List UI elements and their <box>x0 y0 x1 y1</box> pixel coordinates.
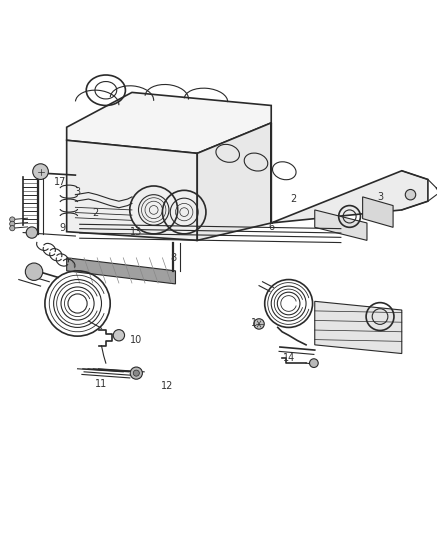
Polygon shape <box>67 140 197 240</box>
Circle shape <box>113 329 124 341</box>
Polygon shape <box>315 210 367 240</box>
Circle shape <box>254 319 264 329</box>
Circle shape <box>33 164 48 180</box>
Text: 17: 17 <box>54 176 66 187</box>
Text: 6: 6 <box>268 222 274 232</box>
Text: 8: 8 <box>170 253 177 263</box>
Polygon shape <box>67 92 271 154</box>
Text: 2: 2 <box>290 194 296 204</box>
Polygon shape <box>363 197 393 228</box>
Circle shape <box>10 225 15 231</box>
Circle shape <box>26 227 38 238</box>
Circle shape <box>405 189 416 200</box>
Text: 3: 3 <box>377 192 383 202</box>
Text: 10: 10 <box>130 335 142 345</box>
Text: 1: 1 <box>251 318 257 328</box>
Circle shape <box>130 367 142 379</box>
Circle shape <box>133 370 139 376</box>
Text: 11: 11 <box>95 379 108 389</box>
Polygon shape <box>67 258 176 284</box>
Polygon shape <box>271 123 428 223</box>
Text: 12: 12 <box>161 381 173 391</box>
Circle shape <box>310 359 318 367</box>
Text: 3: 3 <box>74 187 81 197</box>
Text: 9: 9 <box>59 223 65 233</box>
Polygon shape <box>315 301 402 353</box>
Text: 13: 13 <box>130 227 142 237</box>
Text: 2: 2 <box>92 208 98 219</box>
Text: 14: 14 <box>283 353 295 363</box>
Circle shape <box>10 221 15 227</box>
Circle shape <box>10 217 15 222</box>
Circle shape <box>25 263 43 280</box>
Polygon shape <box>197 123 271 240</box>
